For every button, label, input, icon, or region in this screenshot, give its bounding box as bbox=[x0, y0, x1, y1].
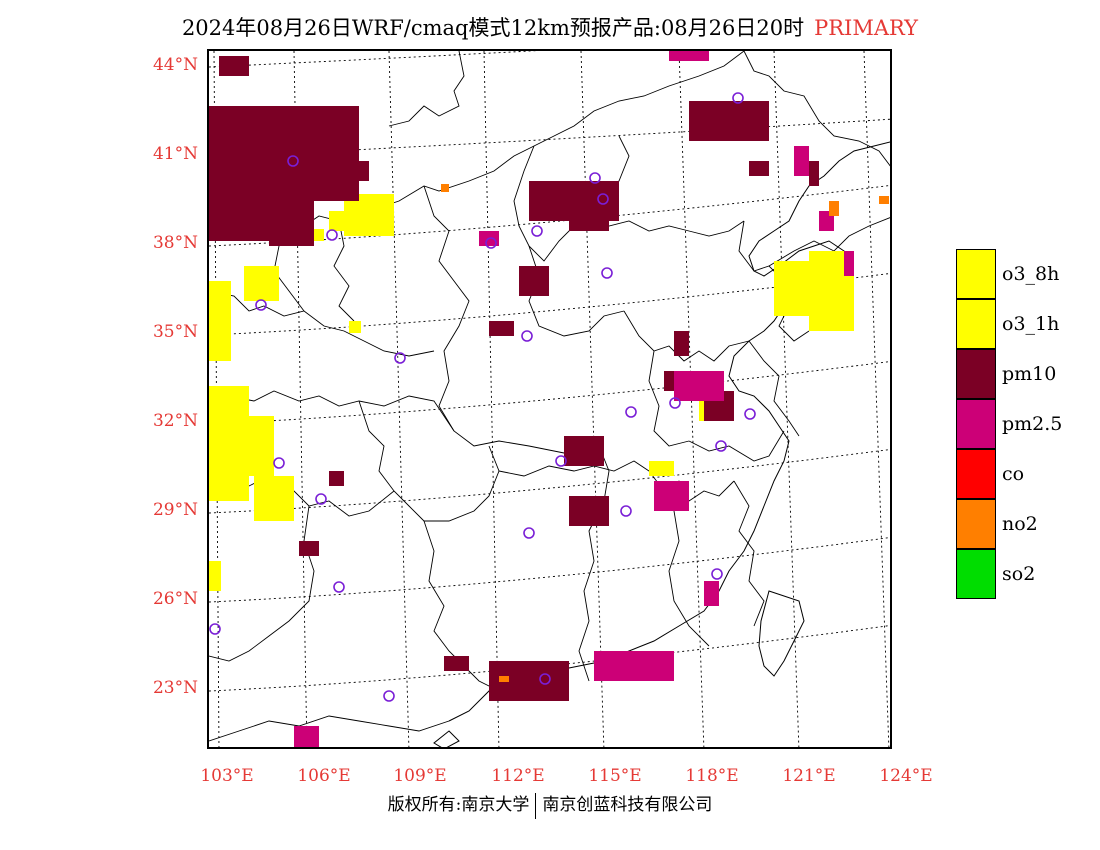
lat-label-32: 32°N bbox=[152, 411, 198, 431]
legend-swatch bbox=[956, 249, 996, 299]
legend-label: o3_1h bbox=[1002, 313, 1060, 335]
copyright-divider bbox=[535, 792, 537, 819]
lon-label-106: 106°E bbox=[297, 766, 351, 786]
map-title: 2024年08月26日WRF/cmaq模式12km预报产品:08月26日20时 P… bbox=[0, 12, 1100, 42]
legend-label: so2 bbox=[1002, 563, 1036, 585]
lat-label-29: 29°N bbox=[152, 500, 198, 520]
legend-swatch bbox=[956, 349, 996, 399]
title-tag: PRIMARY bbox=[814, 16, 919, 40]
legend-label: co bbox=[1002, 463, 1025, 485]
lat-label-38: 38°N bbox=[152, 233, 198, 253]
legend-swatch bbox=[956, 449, 996, 499]
lat-label-44: 44°N bbox=[152, 55, 198, 75]
latitude-gridlines bbox=[209, 51, 890, 692]
no2-cells bbox=[441, 184, 889, 682]
lon-label-112: 112°E bbox=[491, 766, 545, 786]
copyright-left: 版权所有:南京大学 bbox=[387, 795, 530, 815]
lat-label-23: 23°N bbox=[152, 678, 198, 698]
legend-swatch bbox=[956, 499, 996, 549]
lat-label-26: 26°N bbox=[152, 589, 198, 609]
legend-label: pm2.5 bbox=[1002, 413, 1063, 435]
lon-label-103: 103°E bbox=[200, 766, 254, 786]
pm25-cells bbox=[294, 51, 854, 747]
lon-label-124: 124°E bbox=[879, 766, 933, 786]
pm10-cells bbox=[209, 56, 819, 701]
legend-swatch bbox=[956, 299, 996, 349]
legend-swatch bbox=[956, 549, 996, 599]
copyright-right: 南京创蓝科技有限公司 bbox=[542, 795, 713, 815]
legend-label: pm10 bbox=[1002, 363, 1057, 385]
lat-label-35: 35°N bbox=[152, 322, 198, 342]
lon-label-118: 118°E bbox=[685, 766, 739, 786]
coastline bbox=[433, 141, 890, 747]
lon-label-109: 109°E bbox=[393, 766, 447, 786]
lon-label-115: 115°E bbox=[588, 766, 642, 786]
copyright: 版权所有:南京大学 南京创蓝科技有限公司 bbox=[0, 790, 1100, 819]
map-panel bbox=[207, 49, 892, 749]
legend-label: o3_8h bbox=[1002, 263, 1060, 285]
legend-label: no2 bbox=[1002, 513, 1038, 535]
city-markers bbox=[209, 92, 756, 702]
legend-swatch bbox=[956, 399, 996, 449]
lon-label-121: 121°E bbox=[782, 766, 836, 786]
lat-label-41: 41°N bbox=[152, 144, 198, 164]
pollutant-map bbox=[209, 51, 890, 747]
title-text: 2024年08月26日WRF/cmaq模式12km预报产品:08月26日20时 bbox=[181, 16, 805, 40]
